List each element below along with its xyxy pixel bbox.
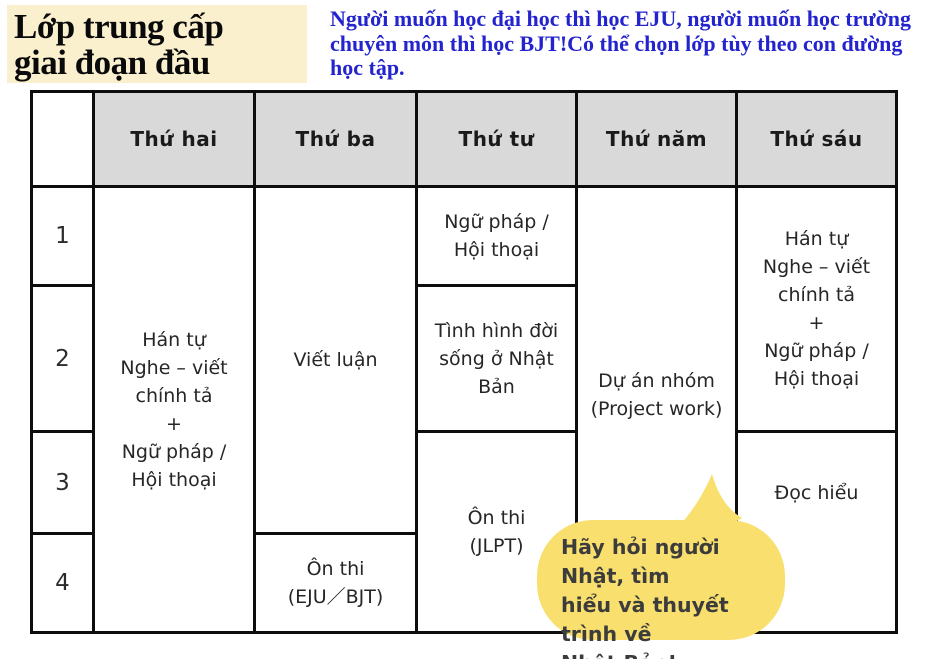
speech-bubble: Hãy hỏi người Nhật, tìm hiểu và thuyết t…: [537, 520, 785, 659]
cell-friday-p1-2: Hán tự Nghe – viết chính tả + Ngữ pháp /…: [735, 185, 898, 433]
course-note-text: Người muốn học đại học thì học EJU, ngườ…: [330, 6, 912, 80]
cell-wednesday-p1: Ngữ pháp / Hội thoại: [415, 185, 578, 287]
page-title-line-2: giai đoạn đầu: [14, 43, 210, 82]
schedule-table: Thứ hai Thứ ba Thứ tư Thứ năm Thứ sáu 1 …: [30, 90, 898, 634]
header-friday: Thứ sáu: [735, 90, 898, 188]
period-label-4: 4: [30, 532, 95, 634]
cell-wednesday-p2: Tình hình đời sống ở Nhật Bản: [415, 284, 578, 433]
page-title: Lớp trung cấp giai đoạn đầu: [7, 5, 307, 83]
header-monday: Thứ hai: [92, 90, 256, 188]
cell-monday-p1-4: Hán tự Nghe – viết chính tả + Ngữ pháp /…: [92, 185, 256, 634]
corner-cell: [30, 90, 95, 188]
speech-bubble-tail: [676, 474, 742, 530]
period-label-3: 3: [30, 430, 95, 535]
period-label-2: 2: [30, 284, 95, 433]
header-tuesday: Thứ ba: [253, 90, 418, 188]
speech-bubble-text: Hãy hỏi người Nhật, tìm hiểu và thuyết t…: [561, 535, 729, 659]
period-2-row: 2 Tình hình đời sống ở Nhật Bản: [30, 284, 897, 433]
cell-tuesday-p4: Ôn thi (EJU／BJT): [253, 532, 418, 634]
period-1-row: 1 Hán tự Nghe – viết chính tả + Ngữ pháp…: [30, 185, 898, 634]
page-title-line-1: Lớp trung cấp: [14, 7, 224, 46]
header-wednesday: Thứ tư: [415, 90, 578, 188]
period-label-1: 1: [30, 185, 95, 287]
period-4-row: 4 Ôn thi (EJU／BJT): [30, 532, 897, 634]
header-thursday: Thứ năm: [575, 90, 738, 188]
cell-wednesday-p3-4: Ôn thi (JLPT): [415, 430, 578, 634]
cell-tuesday-p1-3: Viết luận: [253, 185, 418, 535]
header-row: Thứ hai Thứ ba Thứ tư Thứ năm Thứ sáu: [30, 90, 898, 188]
